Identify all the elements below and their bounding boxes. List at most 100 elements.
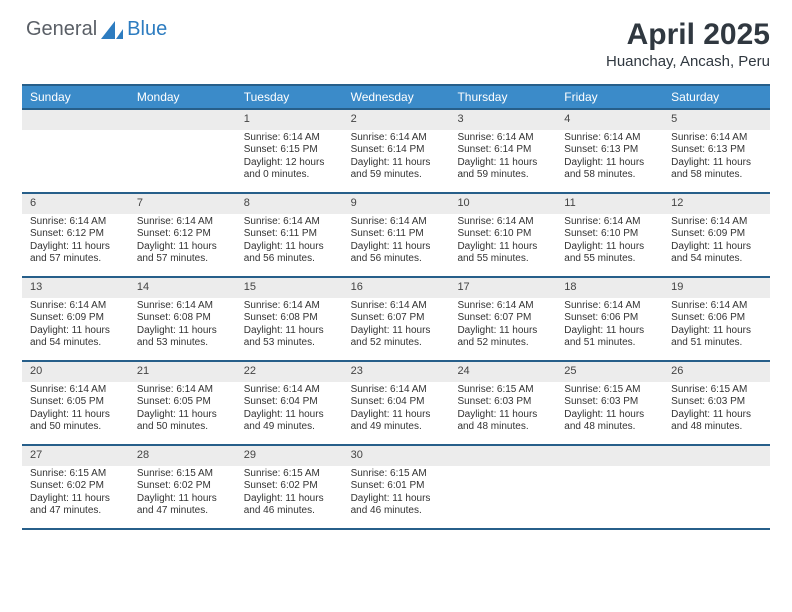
daylight-line: Daylight: 11 hours [30, 325, 121, 338]
day-body: Sunrise: 6:14 AMSunset: 6:04 PMDaylight:… [236, 382, 343, 440]
sunset-line: Sunset: 6:10 PM [564, 228, 655, 241]
day-number: 2 [343, 110, 450, 130]
sunset-line: Sunset: 6:07 PM [351, 312, 442, 325]
day-number: 22 [236, 362, 343, 382]
sunset-line: Sunset: 6:06 PM [564, 312, 655, 325]
day-cell: 17Sunrise: 6:14 AMSunset: 6:07 PMDayligh… [449, 278, 556, 360]
daylight-line: Daylight: 11 hours [30, 493, 121, 506]
day-body: Sunrise: 6:14 AMSunset: 6:08 PMDaylight:… [236, 298, 343, 356]
sunrise-line: Sunrise: 6:14 AM [457, 216, 548, 229]
daylight-line: Daylight: 11 hours [137, 241, 228, 254]
day-cell: 29Sunrise: 6:15 AMSunset: 6:02 PMDayligh… [236, 446, 343, 528]
sunrise-line: Sunrise: 6:14 AM [30, 384, 121, 397]
day-number: 16 [343, 278, 450, 298]
daylight-line: and 48 minutes. [671, 421, 762, 434]
day-cell: 13Sunrise: 6:14 AMSunset: 6:09 PMDayligh… [22, 278, 129, 360]
sunrise-line: Sunrise: 6:15 AM [564, 384, 655, 397]
day-number: 17 [449, 278, 556, 298]
day-body: Sunrise: 6:14 AMSunset: 6:12 PMDaylight:… [22, 214, 129, 272]
sunset-line: Sunset: 6:05 PM [30, 396, 121, 409]
day-body: Sunrise: 6:14 AMSunset: 6:11 PMDaylight:… [236, 214, 343, 272]
daylight-line: Daylight: 11 hours [457, 157, 548, 170]
day-number: 5 [663, 110, 770, 130]
day-cell: 14Sunrise: 6:14 AMSunset: 6:08 PMDayligh… [129, 278, 236, 360]
daylight-line: and 48 minutes. [564, 421, 655, 434]
day-cell: 8Sunrise: 6:14 AMSunset: 6:11 PMDaylight… [236, 194, 343, 276]
empty-cell [129, 110, 236, 192]
day-cell: 18Sunrise: 6:14 AMSunset: 6:06 PMDayligh… [556, 278, 663, 360]
sunset-line: Sunset: 6:11 PM [244, 228, 335, 241]
daylight-line: Daylight: 11 hours [564, 325, 655, 338]
daylight-line: and 49 minutes. [244, 421, 335, 434]
day-cell: 1Sunrise: 6:14 AMSunset: 6:15 PMDaylight… [236, 110, 343, 192]
weekday-header-row: SundayMondayTuesdayWednesdayThursdayFrid… [22, 86, 770, 108]
calendar-grid: SundayMondayTuesdayWednesdayThursdayFrid… [22, 84, 770, 530]
day-cell: 7Sunrise: 6:14 AMSunset: 6:12 PMDaylight… [129, 194, 236, 276]
sunrise-line: Sunrise: 6:14 AM [564, 216, 655, 229]
day-cell: 2Sunrise: 6:14 AMSunset: 6:14 PMDaylight… [343, 110, 450, 192]
daylight-line: and 59 minutes. [457, 169, 548, 182]
daylight-line: and 59 minutes. [351, 169, 442, 182]
day-cell: 21Sunrise: 6:14 AMSunset: 6:05 PMDayligh… [129, 362, 236, 444]
daylight-line: and 53 minutes. [137, 337, 228, 350]
daylight-line: and 55 minutes. [457, 253, 548, 266]
day-number: 13 [22, 278, 129, 298]
daylight-line: and 58 minutes. [564, 169, 655, 182]
empty-cell [22, 110, 129, 192]
day-number: 7 [129, 194, 236, 214]
sunset-line: Sunset: 6:11 PM [351, 228, 442, 241]
title-block: April 2025 Huanchay, Ancash, Peru [606, 18, 770, 70]
daylight-line: and 51 minutes. [564, 337, 655, 350]
daylight-line: Daylight: 11 hours [244, 493, 335, 506]
day-number: 14 [129, 278, 236, 298]
day-body: Sunrise: 6:15 AMSunset: 6:02 PMDaylight:… [129, 466, 236, 524]
sunset-line: Sunset: 6:02 PM [30, 480, 121, 493]
logo-word-2: Blue [127, 18, 167, 41]
sail-icon [101, 21, 123, 39]
day-cell: 20Sunrise: 6:14 AMSunset: 6:05 PMDayligh… [22, 362, 129, 444]
day-number [556, 446, 663, 466]
daylight-line: and 52 minutes. [457, 337, 548, 350]
day-body: Sunrise: 6:14 AMSunset: 6:07 PMDaylight:… [343, 298, 450, 356]
day-body: Sunrise: 6:14 AMSunset: 6:06 PMDaylight:… [663, 298, 770, 356]
daylight-line: Daylight: 11 hours [564, 241, 655, 254]
daylight-line: Daylight: 11 hours [30, 409, 121, 422]
day-cell: 23Sunrise: 6:14 AMSunset: 6:04 PMDayligh… [343, 362, 450, 444]
sunset-line: Sunset: 6:12 PM [30, 228, 121, 241]
sunset-line: Sunset: 6:10 PM [457, 228, 548, 241]
sunrise-line: Sunrise: 6:14 AM [564, 132, 655, 145]
day-cell: 12Sunrise: 6:14 AMSunset: 6:09 PMDayligh… [663, 194, 770, 276]
day-body [663, 466, 770, 474]
sunrise-line: Sunrise: 6:14 AM [671, 300, 762, 313]
day-cell: 16Sunrise: 6:14 AMSunset: 6:07 PMDayligh… [343, 278, 450, 360]
daylight-line: and 58 minutes. [671, 169, 762, 182]
sunrise-line: Sunrise: 6:15 AM [351, 468, 442, 481]
day-cell: 30Sunrise: 6:15 AMSunset: 6:01 PMDayligh… [343, 446, 450, 528]
day-cell: 19Sunrise: 6:14 AMSunset: 6:06 PMDayligh… [663, 278, 770, 360]
daylight-line: and 57 minutes. [137, 253, 228, 266]
sunset-line: Sunset: 6:03 PM [457, 396, 548, 409]
sunset-line: Sunset: 6:09 PM [671, 228, 762, 241]
daylight-line: Daylight: 11 hours [671, 325, 762, 338]
daylight-line: and 55 minutes. [564, 253, 655, 266]
day-body: Sunrise: 6:14 AMSunset: 6:14 PMDaylight:… [449, 130, 556, 188]
sunset-line: Sunset: 6:14 PM [457, 144, 548, 157]
day-number: 10 [449, 194, 556, 214]
daylight-line: Daylight: 12 hours [244, 157, 335, 170]
sunset-line: Sunset: 6:13 PM [564, 144, 655, 157]
day-body: Sunrise: 6:14 AMSunset: 6:07 PMDaylight:… [449, 298, 556, 356]
logo-word-1: General [26, 18, 97, 41]
daylight-line: Daylight: 11 hours [351, 325, 442, 338]
day-body: Sunrise: 6:14 AMSunset: 6:11 PMDaylight:… [343, 214, 450, 272]
sunrise-line: Sunrise: 6:15 AM [671, 384, 762, 397]
day-number: 9 [343, 194, 450, 214]
day-body: Sunrise: 6:15 AMSunset: 6:03 PMDaylight:… [663, 382, 770, 440]
day-body: Sunrise: 6:14 AMSunset: 6:05 PMDaylight:… [129, 382, 236, 440]
day-cell: 9Sunrise: 6:14 AMSunset: 6:11 PMDaylight… [343, 194, 450, 276]
day-body [22, 130, 129, 138]
day-number: 12 [663, 194, 770, 214]
sunrise-line: Sunrise: 6:14 AM [30, 216, 121, 229]
day-cell: 4Sunrise: 6:14 AMSunset: 6:13 PMDaylight… [556, 110, 663, 192]
day-body [449, 466, 556, 474]
day-body: Sunrise: 6:15 AMSunset: 6:03 PMDaylight:… [556, 382, 663, 440]
